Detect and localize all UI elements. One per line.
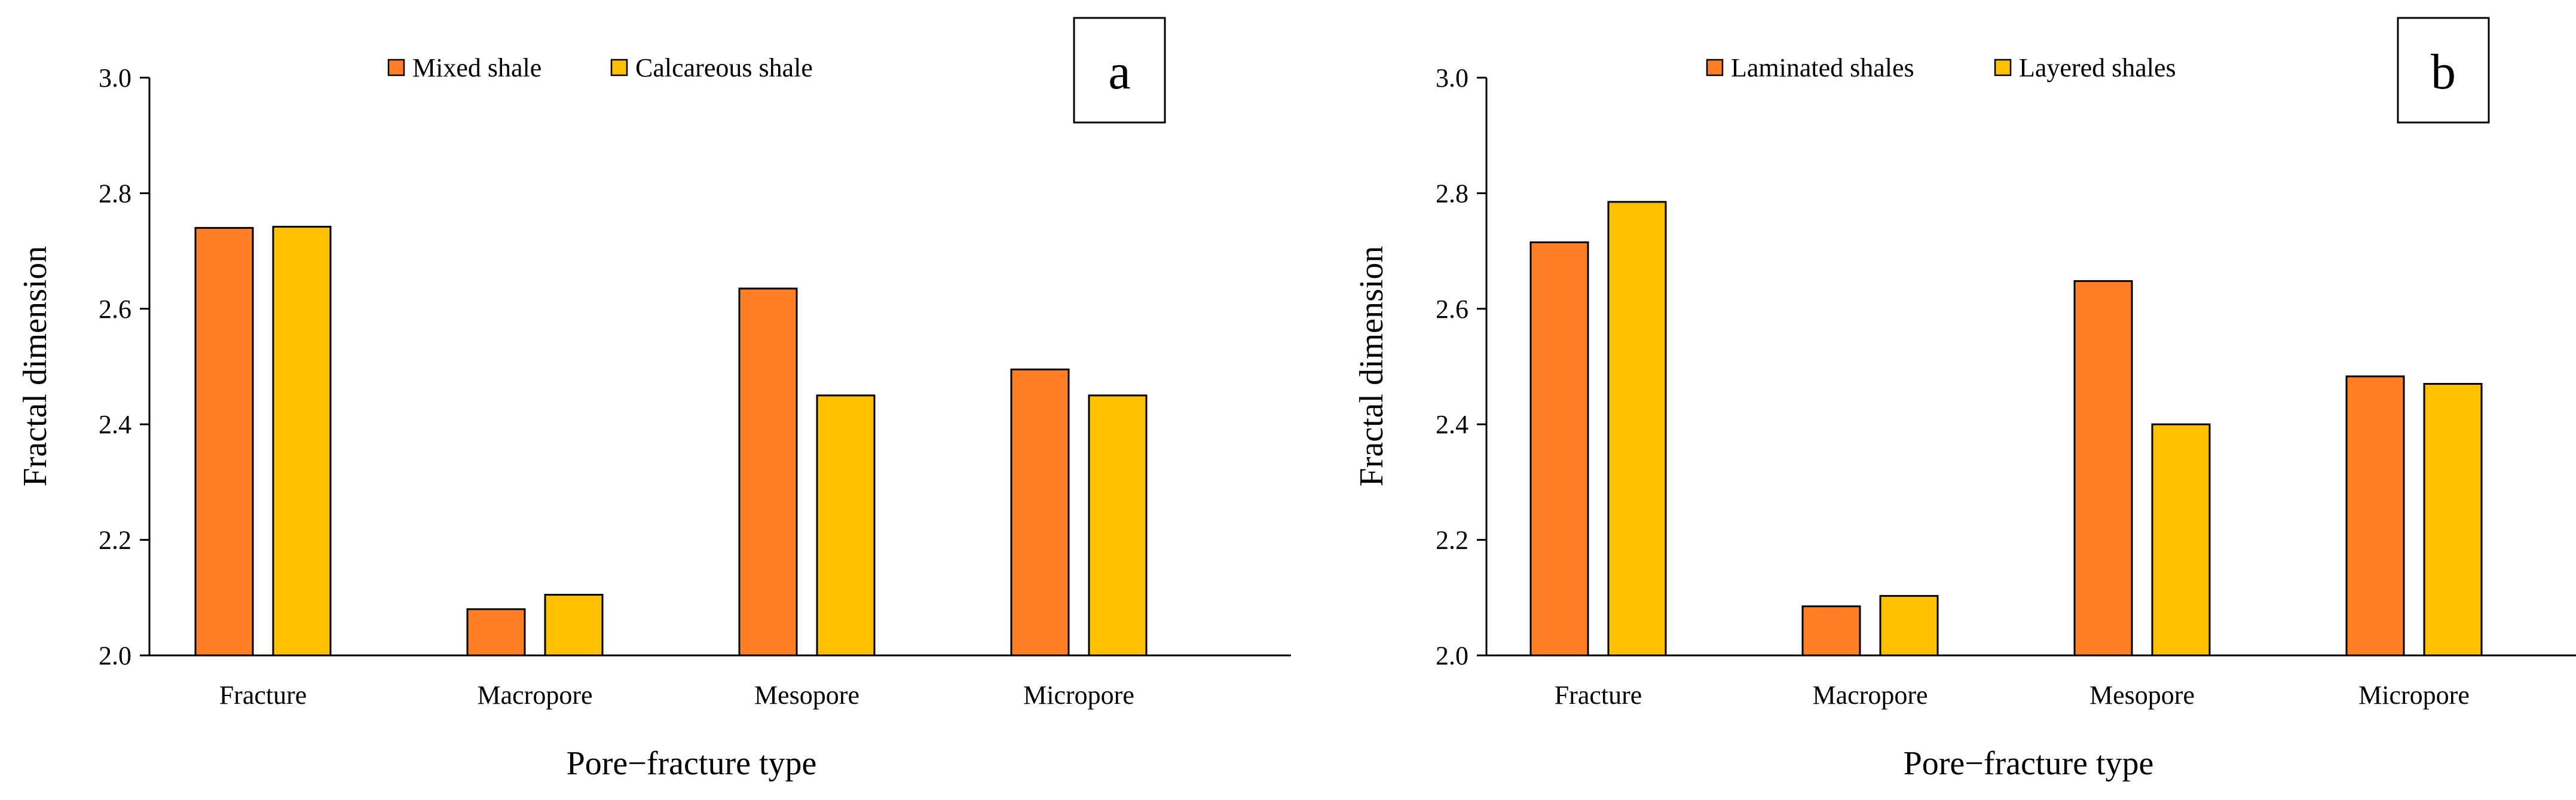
panel-label: b: [2431, 44, 2456, 100]
bar-fracture-series-1: [1529, 241, 1589, 657]
y-tick-label: 2.6: [99, 295, 131, 324]
x-axis-title: Pore−fracture type: [567, 745, 817, 782]
legend-label-series-2: Layered shales: [2019, 53, 2176, 82]
y-tick-label: 2.8: [1436, 179, 1468, 208]
bar-mesopore-series-1: [2073, 280, 2133, 657]
bar-macropore-series-2: [544, 593, 604, 657]
x-tick-label: Mesopore: [754, 681, 859, 710]
y-axis-title: Fractal dimension: [17, 246, 54, 487]
y-tick-label: 2.2: [1436, 526, 1468, 555]
bar-fracture-series-1: [194, 226, 254, 657]
bar-macropore-series-1: [1801, 605, 1861, 657]
bar-macropore-series-2: [1879, 594, 1939, 657]
y-tick-label: 2.0: [99, 641, 131, 670]
x-tick-label: Micropore: [1023, 681, 1134, 710]
legend-swatch-series-2: [1994, 59, 2012, 76]
bar-micropore-series-2: [1088, 394, 1148, 657]
bar-mesopore-series-2: [2151, 423, 2211, 657]
y-tick-label: 2.8: [99, 179, 131, 208]
panel-a: 2.0 2.2 2.4 2.6 2.8 3.0 Fracture Macropore Meso…: [17, 17, 1291, 782]
legend-swatch-series-1: [387, 59, 405, 76]
x-axis-title: Pore−fracture type: [1904, 745, 2154, 782]
y-axis-title: Fractal dimension: [1353, 246, 1390, 487]
panel-label: a: [1108, 44, 1130, 100]
y-tick-label: 2.6: [1436, 295, 1468, 324]
bar-micropore-series-1: [2345, 375, 2405, 657]
legend-swatch-series-2: [610, 59, 628, 76]
bar-fracture-series-2: [272, 225, 332, 657]
x-tick-label: Mesopore: [2089, 681, 2195, 710]
x-tick-label: Fracture: [1555, 681, 1642, 710]
panel-label-box: [1073, 17, 1166, 124]
y-tick-label: 2.4: [99, 410, 131, 439]
bar-macropore-series-1: [466, 608, 526, 657]
legend-label-series-1: Laminated shales: [1731, 53, 1914, 82]
legend-label-series-1: Mixed shale: [412, 53, 541, 82]
legend-swatch-series-1: [1706, 59, 1724, 76]
panel-b: 2.0 2.2 2.4 2.6 2.8 3.0 Fracture Macropore Meso…: [1353, 17, 2576, 782]
x-tick-label: Macropore: [1812, 681, 1928, 710]
panel-label-box: [2397, 17, 2490, 124]
bar-micropore-series-2: [2423, 383, 2483, 657]
legend-label-series-2: Calcareous shale: [635, 53, 813, 82]
y-tick-label: 2.0: [1436, 641, 1468, 670]
y-tick-label: 2.2: [99, 526, 131, 555]
x-tick-label: Macropore: [477, 681, 592, 710]
y-tick-label: 3.0: [99, 63, 131, 93]
x-tick-label: Micropore: [2358, 681, 2470, 710]
y-tick-label: 2.4: [1436, 410, 1468, 439]
bar-fracture-series-2: [1607, 201, 1667, 657]
x-tick-label: Fracture: [219, 681, 307, 710]
bar-micropore-series-1: [1010, 368, 1070, 657]
y-tick-label: 3.0: [1436, 63, 1468, 93]
bar-mesopore-series-1: [738, 287, 798, 657]
bar-mesopore-series-2: [816, 394, 876, 657]
